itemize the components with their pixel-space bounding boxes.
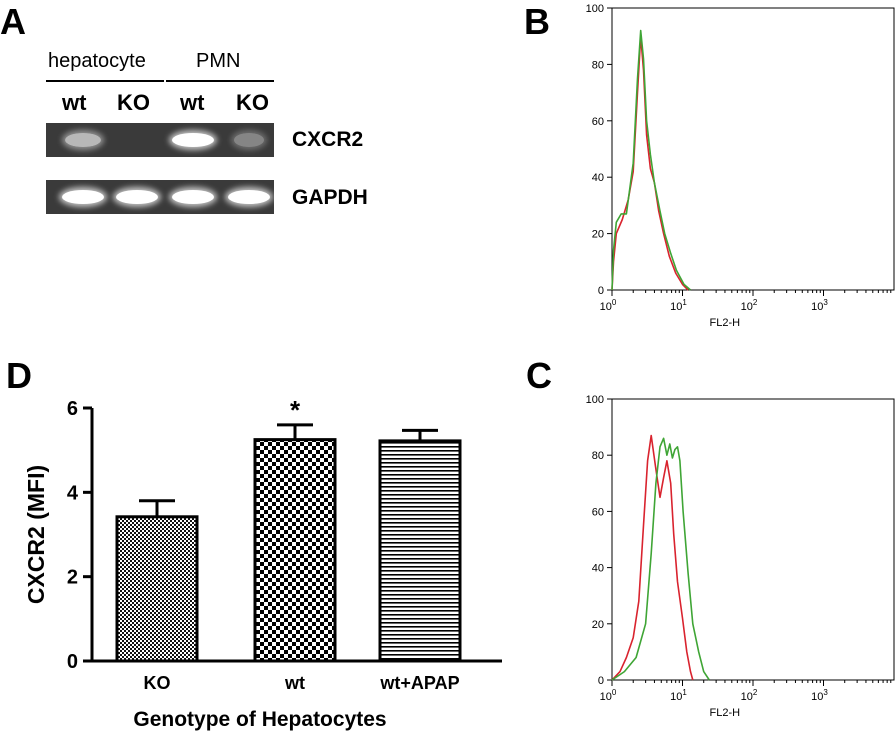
bar (378, 439, 462, 663)
y-tick-label: 20 (592, 229, 604, 241)
gel-group-hepatocyte: hepatocyte (48, 50, 146, 72)
y-tick-label: 40 (592, 563, 604, 575)
category-label: KO (144, 673, 171, 693)
y-tick-label: 40 (592, 172, 604, 184)
y-tick-label: 0 (67, 651, 78, 673)
y-tick-label: 4 (67, 482, 79, 504)
y-tick-label: 6 (67, 398, 78, 420)
significance-marker: * (290, 395, 301, 425)
series-line-red (611, 434, 694, 681)
x-tick-label: 103 (811, 298, 828, 313)
x-axis-label: FL2-H (710, 707, 741, 719)
gene-label-cxcr2: CXCR2 (292, 128, 364, 151)
category-label: wt (284, 673, 305, 693)
y-tick-label: 100 (586, 3, 604, 15)
y-tick-label: 2 (67, 567, 78, 589)
category-label: wt+APAP (379, 673, 459, 693)
gel-lane-label: wt (62, 90, 87, 115)
panel-letter-d: D (6, 355, 32, 396)
gel-group-line-pmn (166, 80, 274, 82)
y-tick-label: 20 (592, 619, 604, 631)
y-tick-label: 0 (598, 285, 604, 297)
x-tick-label: 102 (741, 298, 758, 313)
gel-band (172, 133, 214, 147)
gel-lane-label: KO (117, 90, 150, 115)
y-tick-label: 80 (592, 59, 604, 71)
histogram-c: 0 20 40 60 80 100 100 101 102 103 FL2-H (586, 394, 895, 719)
x-tick-label: 100 (600, 688, 617, 703)
y-tick-label: 80 (592, 450, 604, 462)
gel-band (62, 190, 104, 204)
series-line-green (611, 437, 710, 681)
panel-letter-c: C (526, 355, 552, 396)
gel-band (65, 133, 101, 147)
y-tick-label: 100 (586, 394, 604, 406)
plot-frame (611, 7, 895, 291)
gel-lane-label: wt (180, 90, 205, 115)
series-line-green (611, 29, 692, 291)
panel-letter-b: B (524, 1, 550, 42)
gel-lane-label: KO (236, 90, 269, 115)
gel-band (228, 190, 270, 204)
gel-band (116, 190, 158, 204)
gene-label-gapdh: GAPDH (292, 186, 368, 209)
x-tick-label: 101 (670, 298, 687, 313)
x-tick-label: 101 (670, 688, 687, 703)
panel-letter-a: A (0, 1, 26, 42)
gel-band (233, 133, 265, 147)
y-axis-label: CXCR2 (MFI) (23, 465, 49, 604)
x-axis-label: FL2-H (710, 317, 741, 329)
gel-group-line-hepatocyte (46, 80, 164, 82)
histogram-b: 0 20 40 60 80 100 100 101 102 103 FL2-H (586, 3, 895, 329)
gel-strip-gapdh (46, 180, 274, 214)
bar (253, 438, 337, 663)
bar-chart-d: 0 2 4 6 KO wt * wt+APAP CXCR2 (MFI) Genotype of H… (23, 395, 502, 731)
series-line-red (611, 35, 689, 291)
x-tick-label: 102 (741, 688, 758, 703)
bar (115, 515, 199, 663)
y-tick-label: 60 (592, 116, 604, 128)
y-tick-label: 0 (598, 675, 604, 687)
x-axis-label: Genotype of Hepatocytes (133, 708, 386, 731)
x-tick-label: 100 (600, 298, 617, 313)
gel-strip-cxcr2 (46, 123, 274, 157)
plot-frame (611, 398, 895, 681)
y-tick-label: 60 (592, 506, 604, 518)
gel-group-pmn: PMN (196, 50, 241, 72)
x-tick-label: 103 (811, 688, 828, 703)
gel-band (172, 190, 214, 204)
